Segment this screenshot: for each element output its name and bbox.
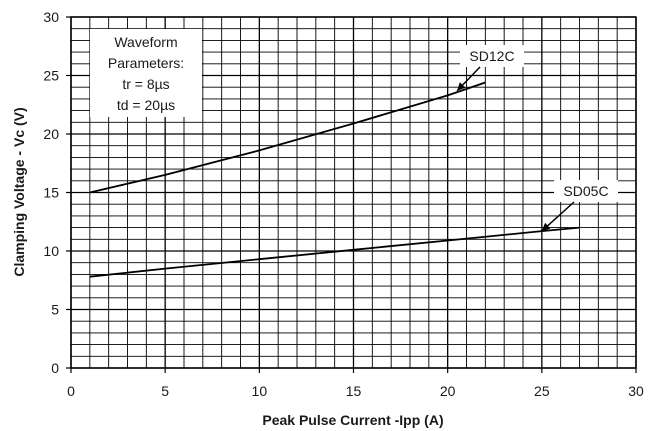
y-axis-title: Clamping Voltage - Vc (V) <box>11 107 27 276</box>
x-axis-title: Peak Pulse Current -Ipp (A) <box>262 412 443 428</box>
y-tick-label: 5 <box>51 302 59 318</box>
note-line: td = 20µs <box>117 97 175 113</box>
annotation-arrow-head <box>541 222 551 232</box>
x-tick-label: 0 <box>67 383 75 399</box>
y-tick-label: 0 <box>51 360 59 376</box>
x-tick-label: 20 <box>440 383 456 399</box>
annotation-arrow-head <box>457 82 466 91</box>
x-tick-label: 25 <box>534 383 550 399</box>
x-tick-label: 10 <box>252 383 268 399</box>
y-tick-label: 20 <box>43 126 59 142</box>
axis-ticks: 0 5 10 15 20 25 30 0 5 10 15 20 25 30 <box>43 9 644 399</box>
y-tick-label: 10 <box>43 243 59 259</box>
x-tick-label: 15 <box>346 383 362 399</box>
series-label: SD05C <box>563 183 608 199</box>
series-label-box <box>460 45 524 67</box>
note-line: tr = 8µs <box>122 76 169 92</box>
x-tick-label: 5 <box>161 383 169 399</box>
waveform-note: Waveform Parameters: tr = 8µs td = 20µs <box>90 29 202 117</box>
x-tick-label: 30 <box>628 383 644 399</box>
y-tick-label: 15 <box>43 185 59 201</box>
note-line: Parameters: <box>108 55 184 71</box>
series-line-sd12c <box>89 81 486 194</box>
series-label-box <box>554 180 618 202</box>
y-tick-label: 25 <box>43 68 59 84</box>
series-annotations: SD12C SD05C <box>456 45 618 232</box>
note-line: Waveform <box>114 34 177 50</box>
y-tick-label: 30 <box>43 9 59 25</box>
note-box <box>90 29 202 117</box>
series-label: SD12C <box>469 48 514 64</box>
